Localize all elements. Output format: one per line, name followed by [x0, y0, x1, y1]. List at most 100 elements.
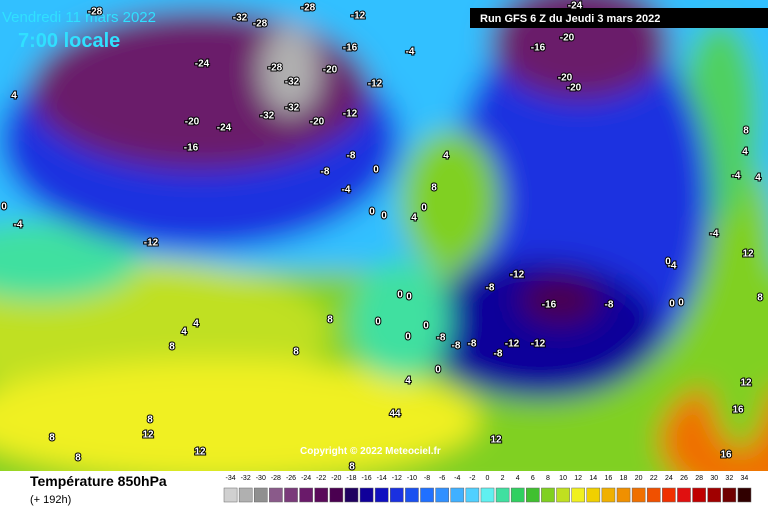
contour-label: -4 — [406, 47, 415, 58]
legend-swatch — [435, 487, 449, 503]
legend-swatch — [299, 487, 313, 503]
contour-label: 0 — [421, 203, 427, 214]
contour-label: -8 — [437, 333, 446, 344]
legend-tick: -22 — [316, 475, 326, 482]
legend-swatch — [707, 487, 722, 503]
contour-label: 0 — [405, 332, 411, 343]
legend-tick: 26 — [680, 475, 688, 482]
legend-tick: 20 — [635, 475, 643, 482]
contour-label: 44 — [389, 409, 401, 420]
legend-swatch — [662, 487, 676, 503]
legend-tick: 2 — [501, 475, 505, 482]
contour-label: 4 — [443, 151, 449, 162]
contour-label: 0 — [373, 165, 379, 176]
contour-label: -28 — [88, 7, 103, 18]
legend-swatch — [495, 487, 510, 503]
contour-label: 0 — [669, 299, 675, 310]
legend-tick: 18 — [620, 475, 628, 482]
contour-label: -8 — [452, 341, 461, 352]
contour-label: -8 — [468, 339, 477, 350]
legend-swatch — [314, 487, 329, 503]
legend-swatch — [405, 487, 419, 503]
contour-label: 16 — [720, 450, 732, 461]
legend-swatch — [329, 487, 344, 503]
contour-label: 0 — [678, 298, 684, 309]
time: 7:00 locale — [18, 30, 120, 52]
contour-label: 0 — [375, 317, 381, 328]
legend-tick: 32 — [725, 475, 733, 482]
legend-tick: -20 — [331, 475, 341, 482]
legend-swatch — [238, 487, 253, 503]
contour-label: -24 — [217, 123, 232, 134]
contour-label: -8 — [605, 300, 614, 311]
contour-label: -16 — [343, 43, 358, 54]
legend-tick: 34 — [741, 475, 749, 482]
contour-label: 0 — [423, 321, 429, 332]
contour-label: -16 — [542, 300, 557, 311]
legend-tick: -4 — [454, 475, 460, 482]
contour-label: -4 — [668, 261, 677, 272]
contour-label: -4 — [732, 171, 741, 182]
legend-swatch — [541, 487, 555, 503]
contour-label: 0 — [665, 257, 671, 268]
legend-swatch — [390, 487, 404, 503]
contour-label: 4 — [181, 327, 187, 338]
contour-label: -20 — [310, 117, 325, 128]
legend-tick: -2 — [469, 475, 475, 482]
legend-tick: -18 — [346, 475, 356, 482]
legend-swatch — [510, 487, 525, 503]
contour-label: -8 — [347, 151, 356, 162]
contour-label: -12 — [351, 11, 366, 22]
legend-tick: 28 — [695, 475, 703, 482]
legend-swatch — [223, 487, 238, 503]
temperature-field — [0, 0, 768, 500]
legend-swatch — [631, 487, 646, 503]
legend-swatch — [616, 487, 631, 503]
contour-label: 8 — [431, 183, 437, 194]
contour-label: -16 — [531, 43, 546, 54]
legend-tick: -26 — [286, 475, 296, 482]
contour-label: 8 — [169, 342, 175, 353]
run: Run GFS 6 Z du Jeudi 3 mars 2022 — [480, 13, 660, 25]
legend-tick: -6 — [439, 475, 445, 482]
contour-label: -20 — [560, 33, 575, 44]
contour-label: 4 — [411, 213, 417, 224]
contour-label: 0 — [397, 290, 403, 301]
contour-label: 8 — [75, 453, 81, 464]
legend-tick: 6 — [531, 475, 535, 482]
legend-tick: -10 — [407, 475, 417, 482]
contour-label: 8 — [147, 415, 153, 426]
contour-label: -4 — [342, 185, 351, 196]
contour-label: -20 — [185, 117, 200, 128]
contour-label: -12 — [505, 339, 520, 350]
legend-swatch — [374, 487, 389, 503]
contour-label: -24 — [568, 1, 583, 12]
legend-swatch — [692, 487, 706, 503]
legend-tick: 8 — [546, 475, 550, 482]
copyright: Copyright © 2022 Meteociel.fr — [300, 446, 441, 457]
footer-lead: (+ 192h) — [30, 494, 71, 506]
contour-label: -4 — [710, 229, 719, 240]
contour-label: -20 — [567, 83, 582, 94]
contour-label: 4 — [405, 376, 411, 387]
legend-tick: -14 — [377, 475, 387, 482]
contour-label: -20 — [558, 73, 573, 84]
contour-label: -8 — [486, 283, 495, 294]
contour-label: 8 — [743, 126, 749, 137]
contour-label: -32 — [285, 103, 300, 114]
contour-label: 12 — [194, 447, 206, 458]
contour-label: 12 — [142, 430, 154, 441]
legend-tick: 4 — [516, 475, 520, 482]
legend-tick: 16 — [605, 475, 613, 482]
footer-title: Température 850hPa — [30, 473, 167, 489]
legend-tick: -16 — [362, 475, 372, 482]
legend-tick: -34 — [225, 475, 235, 482]
legend-swatch — [526, 487, 540, 503]
legend-tick: 22 — [650, 475, 658, 482]
contour-label: 12 — [742, 249, 754, 260]
legend-swatch — [465, 487, 480, 503]
legend-swatch — [420, 487, 434, 503]
legend-tick: -8 — [424, 475, 430, 482]
contour-label: -28 — [301, 3, 316, 14]
legend-swatch — [269, 487, 283, 503]
